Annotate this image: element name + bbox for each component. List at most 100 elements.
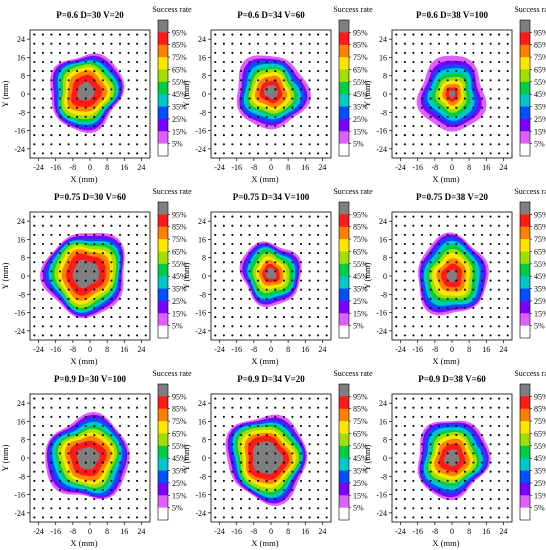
- colorbar-segment: [158, 251, 168, 265]
- x-tick-label: 16: [120, 345, 128, 354]
- x-tick-label: -24: [395, 345, 406, 354]
- sample-point: [101, 443, 104, 446]
- y-tick-label: 16: [17, 235, 25, 244]
- sample-point: [214, 325, 217, 328]
- sample-point: [429, 297, 432, 300]
- sample-point: [438, 88, 441, 91]
- sample-point: [395, 434, 398, 437]
- sample-point: [429, 79, 432, 82]
- sample-point: [325, 415, 328, 418]
- sample-point: [214, 406, 217, 409]
- sample-point: [231, 252, 234, 255]
- sample-point: [403, 70, 406, 73]
- colorbar-segment: [158, 421, 168, 434]
- sample-point: [214, 316, 217, 319]
- sample-point: [446, 288, 449, 291]
- colorbar-segment: [339, 69, 349, 83]
- sample-point: [93, 397, 96, 400]
- sample-point: [325, 406, 328, 409]
- sample-point: [248, 316, 251, 319]
- sample-point: [282, 452, 285, 455]
- sample-point: [248, 406, 251, 409]
- sample-point: [274, 516, 277, 519]
- sample-point: [446, 452, 449, 455]
- sample-point: [489, 88, 492, 91]
- sample-point: [248, 33, 251, 36]
- sample-point: [248, 334, 251, 337]
- sample-point: [101, 33, 104, 36]
- sample-point: [420, 488, 424, 492]
- sample-point: [67, 115, 70, 118]
- sample-point: [463, 224, 466, 227]
- sample-point: [67, 434, 70, 437]
- sample-point: [144, 288, 147, 291]
- sample-point: [118, 406, 122, 409]
- sample-point: [463, 42, 466, 45]
- colorbar-segment: [158, 263, 168, 277]
- sample-point: [403, 79, 406, 82]
- sample-point: [395, 488, 398, 492]
- sample-point: [274, 498, 277, 501]
- sample-point: [222, 42, 225, 45]
- colorbar-segment: [158, 408, 168, 422]
- sample-point: [257, 415, 260, 418]
- sample-point: [136, 452, 139, 455]
- sample-point: [472, 434, 475, 437]
- x-tick-label: 24: [499, 345, 507, 354]
- sample-point: [41, 479, 44, 482]
- sample-point: [67, 306, 70, 310]
- sample-point: [412, 334, 415, 337]
- sample-point: [420, 316, 424, 319]
- sample-point: [84, 316, 87, 319]
- sample-point: [506, 415, 509, 418]
- sample-point: [472, 279, 475, 282]
- y-axis-label: Y (mm): [0, 80, 10, 107]
- sample-point: [110, 297, 113, 300]
- sample-point: [403, 415, 406, 418]
- sample-point: [265, 279, 268, 282]
- sample-point: [506, 233, 509, 236]
- sample-point: [498, 397, 501, 400]
- sample-point: [231, 270, 234, 273]
- sample-point: [257, 51, 260, 54]
- colorbar-label: 45%: [172, 90, 187, 99]
- y-tick-label: 24: [198, 399, 206, 408]
- sample-point: [239, 60, 243, 64]
- sample-point: [118, 452, 122, 455]
- sample-point: [325, 434, 328, 437]
- sample-point: [506, 406, 509, 409]
- sample-point: [325, 316, 328, 319]
- sample-point: [274, 443, 277, 446]
- sample-point: [136, 406, 139, 409]
- sample-point: [420, 115, 424, 118]
- sample-point: [136, 297, 139, 300]
- sample-point: [412, 134, 415, 137]
- sample-point: [291, 316, 294, 319]
- sample-point: [110, 233, 113, 236]
- sample-point: [480, 215, 484, 218]
- sample-point: [101, 316, 104, 319]
- sample-point: [282, 297, 285, 300]
- sample-point: [282, 115, 285, 118]
- sample-point: [265, 88, 268, 91]
- y-tick-label: -8: [18, 290, 25, 299]
- sample-point: [214, 215, 217, 218]
- sample-point: [214, 470, 217, 473]
- y-tick-label: 24: [379, 399, 387, 408]
- sample-point: [41, 443, 44, 446]
- subplot-8: P=0.9 D=34 V=20-24 -16 -8 0 8 16 24-24-16-8081…: [181, 369, 373, 548]
- sample-point: [144, 115, 147, 118]
- sample-point: [231, 79, 234, 82]
- sample-point: [472, 79, 475, 82]
- sample-point: [33, 242, 36, 246]
- sample-point: [67, 406, 70, 409]
- sample-point: [222, 79, 225, 82]
- sample-point: [41, 461, 44, 464]
- sample-point: [455, 242, 458, 246]
- sample-point: [455, 297, 458, 300]
- sample-point: [291, 470, 294, 473]
- sample-point: [472, 42, 475, 45]
- sample-point: [395, 124, 398, 128]
- subplot-title: P=0.9 D=34 V=20: [237, 374, 305, 384]
- colorbar-label: 15%: [172, 491, 187, 500]
